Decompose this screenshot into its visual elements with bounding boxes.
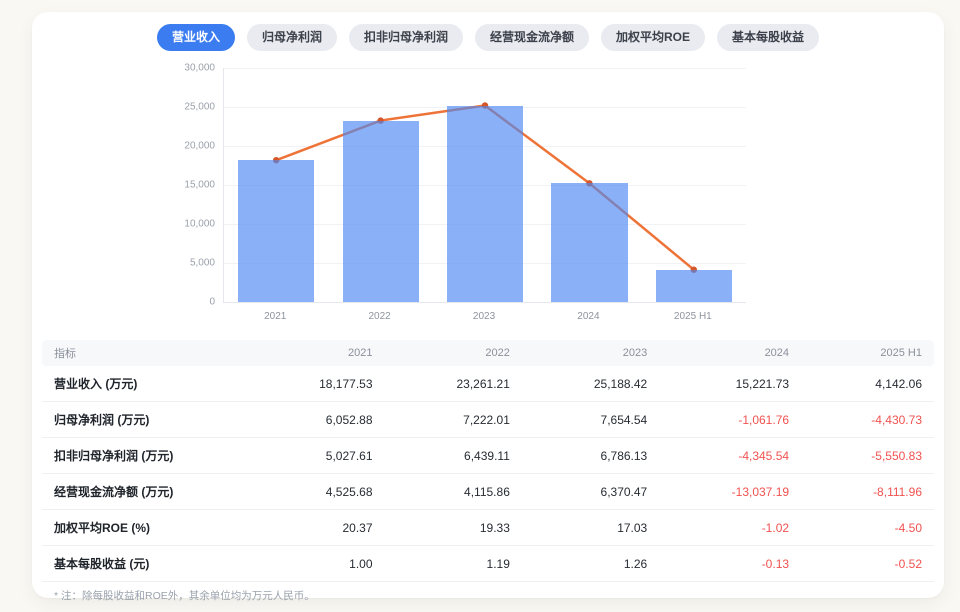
y-tick-label: 25,000 — [184, 101, 215, 113]
column-header-year: 2022 — [384, 340, 522, 366]
bar-2025 H1 — [655, 269, 732, 302]
cell-value: -0.13 — [659, 545, 802, 582]
metric-tabs: 营业收入 归母净利润 扣非归母净利润 经营现金流净额 加权平均ROE 基本每股收益 — [32, 12, 944, 51]
column-header-year: 2025 H1 — [801, 340, 934, 366]
tab-metric-3[interactable]: 经营现金流净额 — [475, 24, 590, 51]
x-tick-label: 2021 — [264, 311, 287, 322]
cell-value: 1.19 — [384, 545, 522, 582]
cell-value: 6,786.13 — [521, 437, 660, 474]
cell-value: -13,037.19 — [659, 473, 802, 510]
y-tick-label: 20,000 — [184, 140, 215, 152]
y-tick-label: 30,000 — [184, 62, 215, 74]
cell-value: 17.03 — [521, 509, 660, 546]
tab-metric-2[interactable]: 扣非归母净利润 — [348, 24, 463, 51]
column-header-year: 2021 — [247, 340, 385, 366]
x-tick-label: 2025 H1 — [673, 311, 712, 322]
cell-value: 6,052.88 — [247, 401, 385, 438]
table-header: 指标 2021 2022 2023 2024 2025 H1 — [42, 340, 934, 366]
cell-value: 5,027.61 — [247, 437, 385, 474]
cell-value: -5,550.83 — [801, 437, 934, 474]
financials-card: 营业收入 归母净利润 扣非归母净利润 经营现金流净额 加权平均ROE 基本每股收益 30,… — [32, 12, 944, 602]
cell-value: -0.52 — [801, 545, 934, 582]
bar-series — [224, 68, 746, 302]
cell-value: 1.26 — [521, 545, 660, 582]
bar-slot — [642, 68, 746, 302]
financials-table: 指标 2021 2022 2023 2024 2025 H1 营业收入 (万元) 18,17… — [42, 340, 934, 582]
cell-value: 7,222.01 — [384, 401, 522, 438]
gridline — [224, 68, 746, 69]
y-tick-label: 5,000 — [189, 257, 215, 269]
table-footnote: * 注：除每股收益和ROE外，其余单位均为万元人民币。 — [54, 590, 315, 602]
cell-value: -1,061.76 — [659, 401, 802, 438]
bar-2021 — [238, 160, 315, 302]
bar-slot — [537, 68, 641, 302]
bar-slot — [224, 68, 328, 302]
revenue-chart: 30,000 25,000 20,000 15,000 10,000 5,000 0 202… — [32, 51, 944, 329]
cell-value: 1.00 — [247, 545, 385, 582]
table-row: 经营现金流净额 (万元) 4,525.68 4,115.86 6,370.47 -13,… — [42, 473, 934, 510]
bar-slot — [328, 68, 432, 302]
column-header-year: 2023 — [521, 340, 660, 366]
tab-metric-0[interactable]: 营业收入 — [156, 24, 235, 51]
table-row: 基本每股收益 (元) 1.00 1.19 1.26 -0.13 -0.52 — [42, 545, 934, 582]
bar-2022 — [342, 120, 419, 302]
x-tick-label: 2023 — [472, 311, 496, 322]
cell-value: -4.50 — [801, 509, 934, 546]
chart-x-axis: 2021 2022 2023 2024 2025 H1 — [223, 311, 745, 322]
bar-2023 — [446, 105, 524, 302]
y-tick-label: 10,000 — [184, 218, 215, 230]
table-body: 营业收入 (万元) 18,177.53 23,261.21 25,188.42 15,2… — [42, 366, 934, 582]
cell-value: 18,177.53 — [247, 366, 385, 402]
row-label: 营业收入 (万元) — [42, 366, 248, 402]
tab-metric-4[interactable]: 加权平均ROE — [601, 24, 706, 51]
cell-value: 4,525.68 — [247, 473, 385, 510]
cell-value: 15,221.73 — [659, 366, 802, 402]
cell-value: -4,430.73 — [801, 401, 934, 438]
cell-value: 4,142.06 — [801, 366, 934, 402]
financials-table-wrap: 指标 2021 2022 2023 2024 2025 H1 营业收入 (万元) 18,17… — [42, 340, 934, 582]
row-label: 经营现金流净额 (万元) — [42, 473, 248, 510]
cell-value: -4,345.54 — [659, 437, 802, 474]
bar-slot — [433, 68, 537, 302]
cell-value: 25,188.42 — [521, 366, 660, 402]
row-label: 加权平均ROE (%) — [42, 509, 248, 546]
y-tick-label: 15,000 — [184, 179, 215, 191]
row-label: 基本每股收益 (元) — [42, 545, 248, 582]
cell-value: 6,439.11 — [384, 437, 522, 474]
cell-value: 19.33 — [384, 509, 522, 546]
cell-value: 20.37 — [247, 509, 385, 546]
chart-y-axis: 30,000 25,000 20,000 15,000 10,000 5,000 0 — [171, 63, 215, 308]
row-label: 扣非归母净利润 (万元) — [42, 437, 248, 474]
cell-value: 23,261.21 — [384, 366, 522, 402]
chart-plot-area — [223, 68, 746, 303]
x-tick-label: 2024 — [577, 311, 600, 322]
y-tick-label: 0 — [209, 296, 215, 308]
x-tick-label: 2022 — [368, 311, 391, 322]
table-row: 加权平均ROE (%) 20.37 19.33 17.03 -1.02 -4.50 — [42, 509, 934, 546]
tab-metric-1[interactable]: 归母净利润 — [246, 24, 337, 51]
column-header-year: 2024 — [659, 340, 802, 366]
cell-value: -8,111.96 — [801, 473, 934, 510]
cell-value: -1.02 — [659, 509, 802, 546]
table-row: 归母净利润 (万元) 6,052.88 7,222.01 7,654.54 -1,061… — [42, 401, 934, 438]
column-header-metric: 指标 — [42, 340, 248, 366]
cell-value: 7,654.54 — [521, 401, 660, 438]
table-row: 营业收入 (万元) 18,177.53 23,261.21 25,188.42 15,2… — [42, 366, 934, 402]
row-label: 归母净利润 (万元) — [42, 401, 248, 438]
tab-metric-5[interactable]: 基本每股收益 — [717, 24, 820, 51]
table-row: 扣非归母净利润 (万元) 5,027.61 6,439.11 6,786.13 -4,3… — [42, 437, 934, 474]
cell-value: 4,115.86 — [384, 473, 522, 510]
bar-2024 — [551, 183, 628, 302]
cell-value: 6,370.47 — [521, 473, 660, 510]
